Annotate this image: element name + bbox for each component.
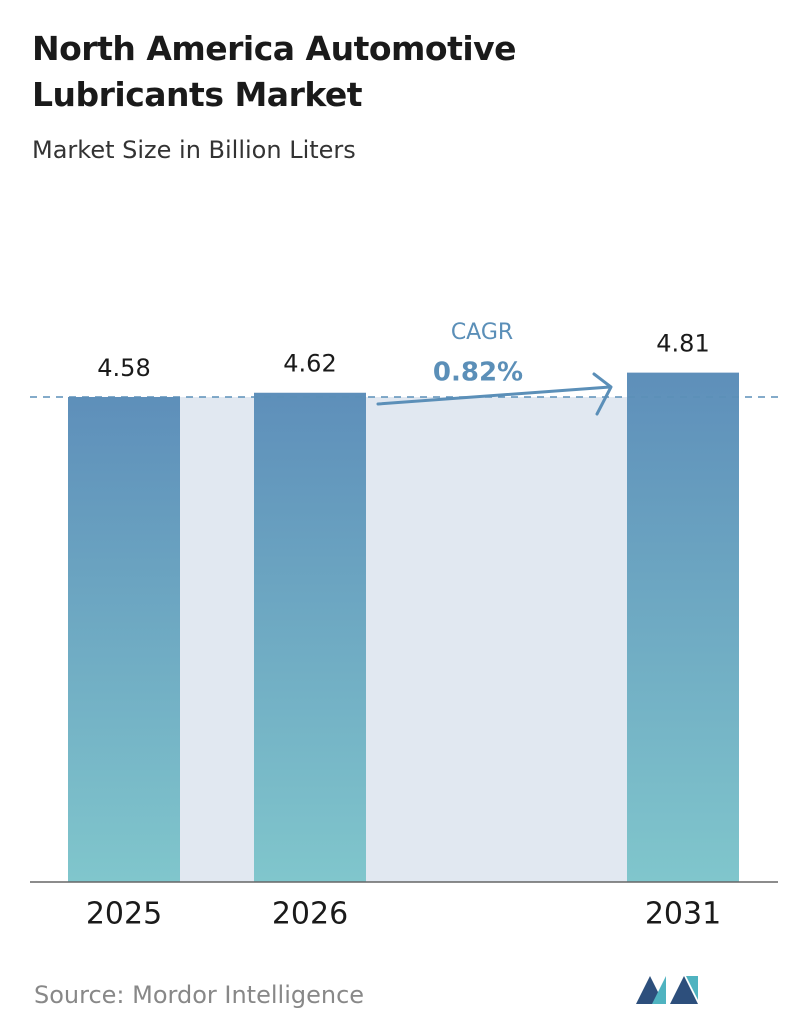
source: Source: Mordor Intelligence [34, 981, 364, 1009]
bar [627, 372, 739, 882]
cagr-arrow [376, 372, 613, 416]
x-tick-label: 2025 [86, 897, 162, 932]
logo [636, 976, 698, 1004]
value-label: 4.58 [97, 354, 150, 382]
bar [254, 392, 366, 882]
shaded-band [180, 396, 627, 882]
value-label: 4.81 [656, 330, 709, 358]
annotation-label: CAGR [451, 320, 513, 345]
value-label: 4.62 [283, 350, 336, 378]
x-tick-label: 2031 [645, 897, 721, 932]
annotation-value: 0.82% [433, 358, 523, 388]
bar [68, 396, 180, 882]
chart-title: North America Automotive Lubricants Mark… [32, 29, 517, 114]
x-tick-label: 2026 [272, 897, 348, 932]
chart-subtitle: Market Size in Billion Liters [32, 136, 356, 164]
